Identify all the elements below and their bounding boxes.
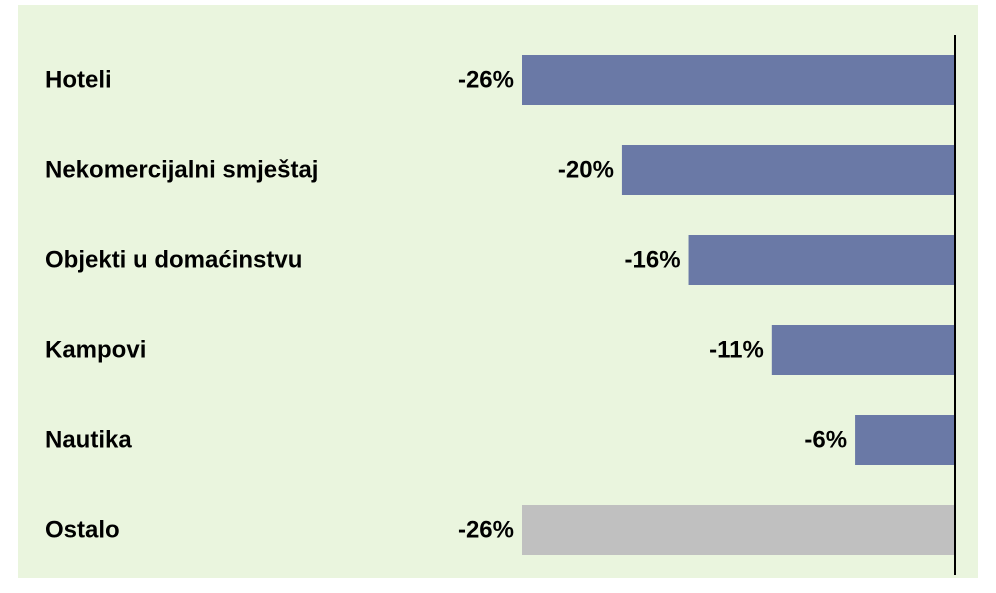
value-label: -26%	[458, 516, 514, 543]
value-label: -16%	[625, 246, 681, 273]
category-label: Ostalo	[45, 516, 120, 543]
bar	[688, 235, 955, 285]
bar	[621, 145, 955, 195]
category-label: Hoteli	[45, 66, 112, 93]
bar	[855, 415, 955, 465]
value-label: -20%	[558, 156, 614, 183]
value-label: -11%	[709, 336, 764, 363]
bar	[522, 55, 955, 105]
category-label: Nautika	[45, 426, 132, 453]
value-label: -26%	[458, 66, 514, 93]
category-label: Objekti u domaćinstvu	[45, 246, 302, 273]
category-label: Kampovi	[45, 336, 146, 363]
bar	[522, 505, 955, 555]
category-label: Nekomercijalni smještaj	[45, 156, 318, 183]
bar	[771, 325, 955, 375]
value-label: -6%	[804, 426, 847, 453]
